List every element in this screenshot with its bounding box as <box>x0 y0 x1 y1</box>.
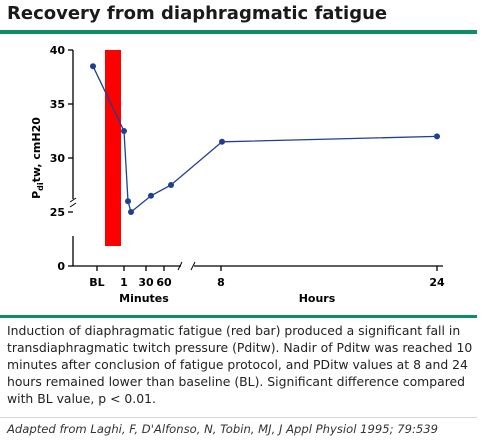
y-tick-label: 30 <box>50 152 66 165</box>
y-axis-label: Pditw, cmH20 <box>30 117 45 199</box>
data-point <box>90 63 96 70</box>
x-axis-break-mark <box>190 261 196 271</box>
source-divider <box>0 417 477 418</box>
series-line <box>92 65 438 214</box>
data-point <box>128 209 134 215</box>
data-point <box>168 182 174 188</box>
y-tick-label: 0 <box>57 260 65 273</box>
title-divider <box>0 30 477 34</box>
y-axis-break-mark <box>69 202 77 208</box>
x-tick-label: 60 <box>156 276 172 289</box>
x-tick-label: 8 <box>217 276 225 289</box>
y-tick-label: 25 <box>50 206 65 219</box>
x-group-label-minutes: Minutes <box>119 292 169 305</box>
x-tick-label: 24 <box>429 276 445 289</box>
y-tick-label: 35 <box>50 98 65 111</box>
x-tick-label: 1 <box>120 276 128 289</box>
fatigue-bar <box>105 50 121 246</box>
page-title: Recovery from diaphragmatic fatigue <box>7 3 388 24</box>
data-point <box>219 138 225 145</box>
data-point <box>434 133 440 140</box>
data-point <box>148 192 154 199</box>
data-point <box>121 128 127 134</box>
figure-caption: Induction of diaphragmatic fatigue (red … <box>7 323 473 406</box>
chart-divider <box>0 315 477 318</box>
x-tick-label: BL <box>89 276 104 289</box>
x-axis-break-mark <box>177 261 183 271</box>
y-axis-break-mark <box>69 197 77 203</box>
x-tick-label: 30 <box>138 276 154 289</box>
data-point <box>125 198 131 205</box>
x-group-label-hours: Hours <box>299 292 336 305</box>
source-citation: Adapted from Laghi, F, D'Alfonso, N, Tob… <box>7 422 438 436</box>
y-tick-label: 40 <box>50 44 66 57</box>
